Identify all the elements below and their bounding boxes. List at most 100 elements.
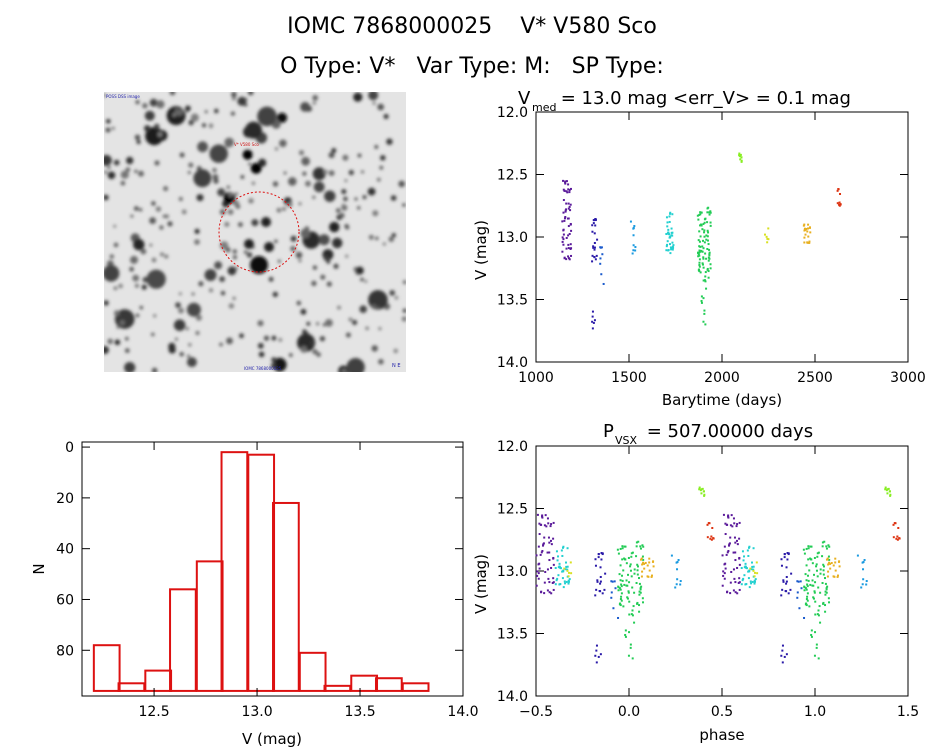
ph-point	[786, 558, 789, 561]
ph-point	[632, 605, 635, 608]
lc-point	[700, 223, 703, 226]
star	[139, 306, 143, 310]
lc-point	[569, 209, 572, 212]
ph-point	[543, 536, 546, 539]
ph-point	[816, 552, 819, 555]
ph-point	[629, 565, 632, 568]
ph-point	[563, 580, 566, 583]
ph-point	[562, 545, 565, 548]
ph-point	[624, 629, 627, 632]
ph-point	[640, 575, 643, 578]
ph-point	[818, 605, 821, 608]
star	[389, 290, 396, 296]
ph-point	[676, 568, 679, 571]
star	[342, 154, 349, 161]
ph-point	[817, 609, 820, 612]
ph-point	[677, 559, 680, 562]
lc-point	[593, 256, 596, 259]
ph-point	[552, 581, 555, 584]
ph-point	[557, 574, 560, 577]
star	[240, 175, 245, 179]
ph-point	[723, 572, 726, 575]
lc-point	[699, 235, 702, 238]
lc-point	[633, 225, 636, 228]
lc-ytick-label: 13.0	[497, 230, 528, 246]
ph-point	[747, 577, 750, 580]
ph-point	[781, 588, 784, 591]
ph-point	[712, 537, 715, 540]
lc-point	[701, 250, 704, 253]
ph-point	[828, 561, 831, 564]
star	[295, 251, 303, 259]
star	[114, 310, 120, 316]
star	[132, 274, 140, 282]
lc-point	[698, 258, 701, 261]
star	[174, 107, 184, 116]
lc-point	[671, 213, 674, 216]
hist-ytick-label: 60	[56, 592, 74, 608]
star	[286, 201, 293, 208]
lc-title-sub: med	[532, 101, 556, 114]
ph-point	[749, 580, 752, 583]
star	[354, 197, 358, 201]
ph-point	[753, 580, 756, 583]
ph-point	[650, 575, 653, 578]
lc-point	[666, 225, 669, 228]
ph-point	[813, 654, 816, 657]
star	[274, 239, 278, 243]
ph-point	[539, 523, 542, 526]
ph-point	[747, 546, 750, 549]
ph-point	[730, 514, 733, 517]
ph-point	[557, 555, 560, 558]
ph-point	[750, 568, 753, 571]
lc-point	[593, 248, 596, 251]
ph-point	[885, 489, 888, 492]
ph-point	[627, 654, 630, 657]
ph-point	[744, 565, 747, 568]
star	[368, 234, 374, 240]
ph-point	[620, 599, 623, 602]
star	[109, 254, 114, 259]
ph-point	[629, 569, 632, 572]
ph-point	[537, 572, 540, 575]
star	[344, 179, 348, 183]
lc-point	[838, 203, 841, 206]
ph-point	[812, 584, 815, 587]
ph-point	[548, 541, 551, 544]
ph-point	[892, 523, 895, 526]
lc-point	[567, 243, 570, 246]
lc-point	[669, 211, 672, 214]
lc-point	[803, 227, 806, 230]
lc-point	[697, 239, 700, 242]
ph-point	[744, 565, 747, 568]
ph-point	[832, 575, 835, 578]
ph-point	[540, 523, 543, 526]
lc-point	[671, 231, 674, 234]
ph-point	[822, 573, 825, 576]
ph-point	[594, 564, 597, 567]
ph-point	[564, 568, 567, 571]
ph-point	[630, 613, 633, 616]
hist-bar	[195, 560, 224, 692]
ph-point	[790, 572, 793, 575]
star	[355, 266, 364, 275]
star	[133, 238, 145, 251]
lc-point	[593, 246, 596, 249]
star	[359, 305, 367, 313]
ph-point	[736, 543, 739, 546]
lc-point	[591, 327, 594, 330]
ph-point	[824, 593, 827, 596]
star	[120, 181, 126, 186]
star	[401, 316, 406, 322]
star	[329, 221, 340, 233]
star	[272, 357, 287, 372]
ph-point	[862, 578, 865, 581]
lc-point	[563, 189, 566, 192]
ph-point	[558, 565, 561, 568]
star	[388, 236, 394, 242]
star	[367, 187, 376, 196]
ph-point	[621, 558, 624, 561]
lc-point	[697, 252, 700, 255]
lc-point	[698, 213, 701, 216]
lc-point	[567, 207, 570, 210]
